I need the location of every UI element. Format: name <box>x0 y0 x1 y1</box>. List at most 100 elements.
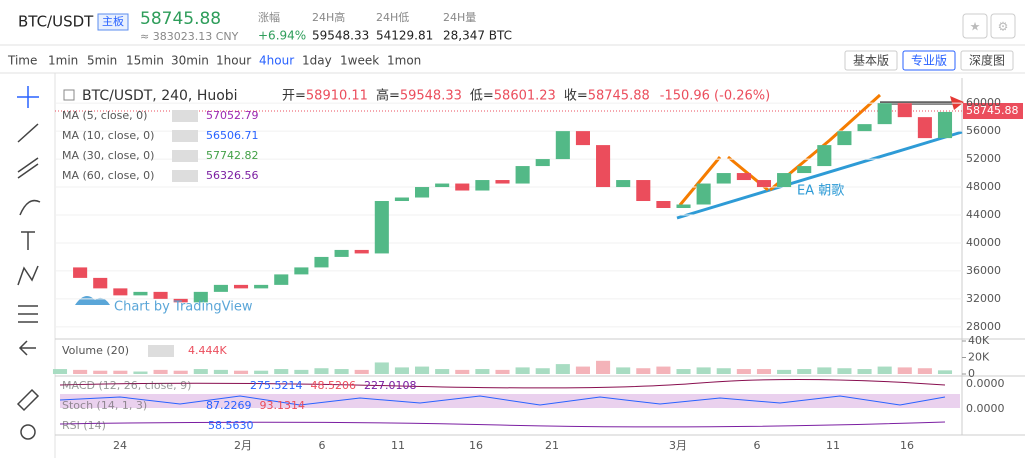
candle <box>294 267 309 275</box>
volume-bar <box>837 368 852 374</box>
candle <box>173 298 188 303</box>
candle <box>736 173 751 181</box>
settings-button[interactable] <box>990 13 1016 39</box>
interval-button[interactable]: 15min <box>126 54 164 68</box>
badge <box>97 13 129 31</box>
interval-button[interactable]: 30min <box>171 54 209 68</box>
stat-label: 24H量 <box>443 11 476 24</box>
indicator-value: 48.5206 <box>311 379 357 392</box>
interval-button[interactable]: 1hour <box>216 54 251 68</box>
ohlc-label: 低= <box>470 89 494 104</box>
candle <box>616 180 631 188</box>
x-tick-label: 6 <box>319 439 326 452</box>
candle <box>274 274 289 285</box>
text-tool[interactable] <box>21 231 35 250</box>
x-tick-label: 21 <box>545 439 559 452</box>
view-button[interactable] <box>844 50 898 71</box>
favorite-button[interactable] <box>962 13 988 39</box>
volume-bar <box>756 369 772 374</box>
candle <box>113 288 128 296</box>
candle <box>435 183 450 188</box>
candle <box>636 180 651 202</box>
interval-button[interactable]: 5min <box>87 54 117 68</box>
pattern-tool[interactable] <box>17 265 39 286</box>
interval-button[interactable]: 1week <box>340 54 379 68</box>
volume-bar <box>575 366 590 374</box>
view-label[interactable]: 专业版 <box>911 53 947 68</box>
indicator-axis-label: 0.0000 <box>966 402 1005 415</box>
volume-bar <box>596 360 611 374</box>
x-tick-label: 2月 <box>234 439 252 452</box>
candle <box>817 145 832 167</box>
collapse-toggle[interactable] <box>63 89 75 101</box>
volume-bar <box>937 370 953 374</box>
indicator-value: 275.5214 <box>250 379 303 392</box>
candle <box>917 117 932 139</box>
ohlc-label: 开= <box>282 89 306 104</box>
candle <box>415 187 430 198</box>
volume-bar <box>93 370 108 374</box>
view-label[interactable]: 基本版 <box>853 54 889 68</box>
badge-text: 主板 <box>102 14 124 28</box>
stat-value: +6.94% <box>258 29 306 43</box>
trend-line <box>676 130 963 220</box>
candle <box>93 277 108 289</box>
volume-bar <box>354 369 369 374</box>
study-controls[interactable] <box>172 150 198 162</box>
view-label[interactable]: 深度图 <box>969 53 1005 68</box>
candle <box>756 180 772 188</box>
gear-icon: ⚙ <box>998 20 1009 34</box>
interval-button[interactable]: 4hour <box>259 54 294 68</box>
candle <box>254 284 269 289</box>
content: BTC/USDT 主板 58745.88≈ 383023.13 CNY涨幅+6.94… <box>7 9 1019 452</box>
volume-bar <box>636 368 651 374</box>
line-tool[interactable] <box>17 123 39 143</box>
candle <box>877 103 892 125</box>
x-tick-label: 3月 <box>669 439 687 452</box>
zoom-tool[interactable] <box>20 424 36 440</box>
interval-button[interactable]: Time <box>7 54 37 68</box>
x-tick-label: 6 <box>754 439 761 452</box>
study-controls[interactable] <box>148 345 174 357</box>
channel-tool[interactable] <box>17 157 39 179</box>
study-controls[interactable] <box>172 170 198 182</box>
view-button[interactable] <box>960 50 1014 71</box>
view-button[interactable] <box>902 50 956 71</box>
candle <box>394 197 409 202</box>
volume-bar <box>52 369 68 374</box>
volume-bar <box>877 366 892 374</box>
brush-tool[interactable] <box>19 199 41 216</box>
volume-bar <box>535 368 550 374</box>
volume-bar <box>555 364 570 374</box>
volume-bar <box>394 367 409 374</box>
volume-bar <box>294 369 309 374</box>
candle <box>676 204 691 208</box>
ohlc-value: 58601.23 <box>494 89 556 104</box>
study-value: 57742.82 <box>206 149 259 162</box>
volume-bar <box>274 369 289 374</box>
candle <box>515 166 530 184</box>
stat-value: 28,347 BTC <box>443 29 512 43</box>
ruler-tool[interactable] <box>16 388 40 412</box>
candle <box>495 180 510 184</box>
interval-button[interactable]: 1min <box>48 54 78 68</box>
interval-button[interactable]: 1day <box>302 54 332 68</box>
fib-tool[interactable] <box>18 305 38 323</box>
candle <box>696 183 711 205</box>
volume-bar <box>817 367 832 374</box>
study-controls[interactable] <box>172 110 198 122</box>
study-name: MA (10, close, 0) <box>62 129 154 142</box>
ohlc-label: 收= <box>564 89 588 104</box>
back-tool[interactable] <box>18 340 36 356</box>
study-name: MA (60, close, 0) <box>62 169 154 182</box>
tv-logo <box>75 296 110 305</box>
x-tick-label: 16 <box>469 439 483 452</box>
interval-button[interactable]: 1mon <box>387 54 421 68</box>
crosshair-tool[interactable] <box>17 86 39 108</box>
indicator-value: 58.5630 <box>208 419 254 432</box>
volume-value: 4.444K <box>188 344 227 357</box>
study-controls[interactable] <box>172 130 198 142</box>
last-price-tag <box>963 103 1023 119</box>
y-tick-label: 36000 <box>966 264 1001 277</box>
